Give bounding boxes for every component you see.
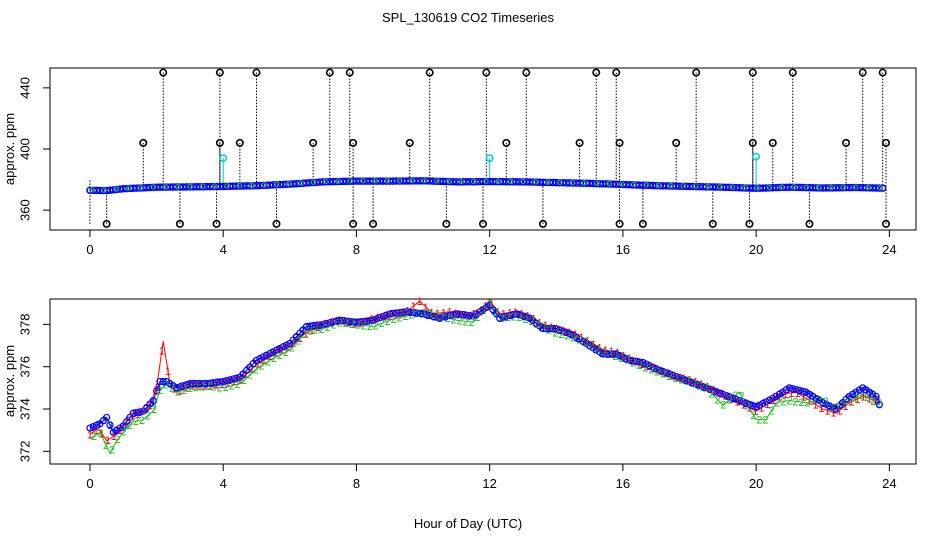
series-3-label: 3 (149, 397, 155, 409)
top-x-tick-label: 8 (353, 242, 360, 257)
co2-timeseries-figure: SPL_130619 CO2 Timeseries 0 4 8 12 16 20 24 36… (0, 0, 936, 540)
bottom-x-tick-label: 16 (616, 476, 630, 491)
top-x-tick-label: 12 (482, 242, 496, 257)
bottom-x-tick-label: 24 (882, 476, 896, 491)
bottom-x-tick-label: 4 (220, 476, 227, 491)
top-y-tick-label: 440 (17, 77, 32, 99)
top-panel: 0 4 8 12 16 20 24 360 400 440 approx. ppm (2, 68, 916, 257)
bottom-y-tick-label: 374 (17, 398, 32, 420)
bottom-x-tick-label: 20 (749, 476, 763, 491)
bottom-x-axis: 0 4 8 12 16 20 24 (86, 464, 896, 491)
bottom-x-tick-label: 0 (86, 476, 93, 491)
top-y-tick-label: 360 (17, 199, 32, 221)
bottom-x-tick-label: 12 (482, 476, 496, 491)
top-y-tick-label: 400 (17, 138, 32, 160)
top-data-points (87, 178, 886, 194)
x-axis-title: Hour of Day (UTC) (414, 516, 522, 531)
chart-title: SPL_130619 CO2 Timeseries (382, 10, 554, 25)
bottom-y-tick-label: 376 (17, 356, 32, 378)
top-y-axis-label: approx. ppm (2, 113, 17, 185)
top-x-tick-label: 16 (616, 242, 630, 257)
bottom-panel: 1 1 11 1 11 1 1 1 11111 1 1 1 1 1 1 1 1 1 1 1 1 1 1 1 1 1 1 1 1 1 1 1 1 1… (2, 296, 916, 491)
series-2-label: 2 (109, 445, 115, 457)
bottom-y-axis-label: approx. ppm (2, 345, 17, 417)
top-x-tick-label: 24 (882, 242, 896, 257)
top-x-tick-label: 20 (749, 242, 763, 257)
series-3-label: 3 (874, 395, 880, 407)
bottom-data-points: 1 1 11 1 11 1 1 1 11111 1 1 1 1 1 1 1 1 1 1 1 1 1 1 1 1 1 1 1 1 1 1 1 1 1… (87, 296, 883, 457)
top-flagged-points (90, 69, 889, 227)
bottom-x-tick-label: 8 (353, 476, 360, 491)
top-x-tick-label: 0 (86, 242, 93, 257)
bottom-y-tick-label: 372 (17, 440, 32, 462)
top-x-axis: 0 4 8 12 16 20 24 (86, 230, 896, 257)
series-1-label: 1 (159, 346, 165, 358)
bottom-y-tick-label: 378 (17, 314, 32, 336)
bottom-y-axis: 372 374 376 378 (17, 314, 50, 463)
top-y-axis: 360 400 440 (17, 77, 50, 221)
top-x-tick-label: 4 (220, 242, 227, 257)
